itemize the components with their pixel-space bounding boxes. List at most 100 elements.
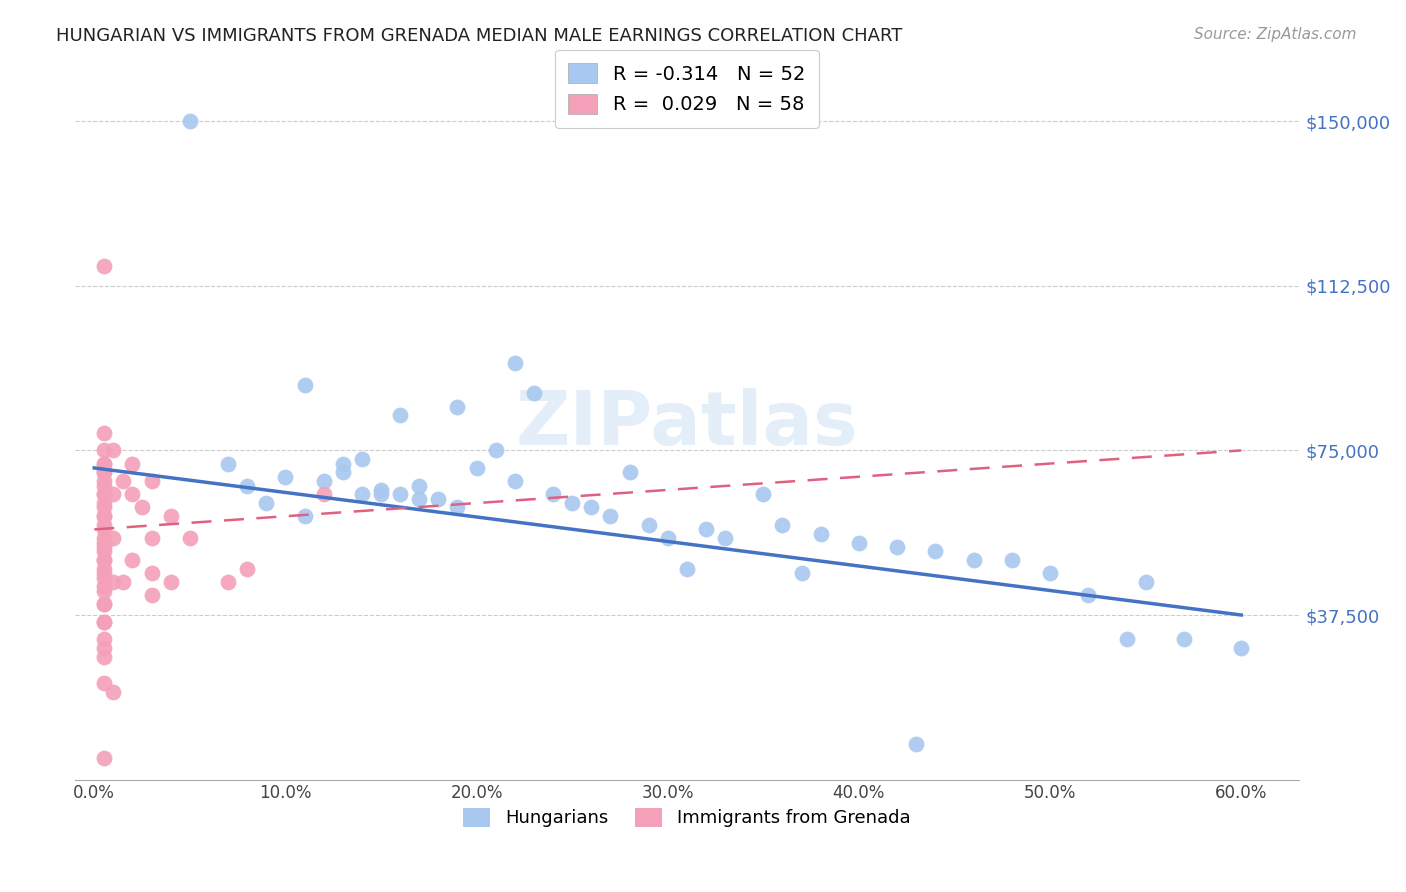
Point xyxy=(1115,632,1137,647)
Point xyxy=(93,466,115,480)
Point xyxy=(312,487,335,501)
Point xyxy=(93,597,115,611)
Point xyxy=(93,562,115,576)
Point xyxy=(408,478,430,492)
Point xyxy=(523,386,546,401)
Point xyxy=(350,487,373,501)
Point xyxy=(141,474,163,488)
Point xyxy=(103,575,125,590)
Point xyxy=(389,487,412,501)
Point xyxy=(93,466,115,480)
Point xyxy=(770,518,793,533)
Point xyxy=(924,544,946,558)
Point xyxy=(141,566,163,581)
Point xyxy=(93,457,115,471)
Point xyxy=(427,491,450,506)
Text: ZIPatlas: ZIPatlas xyxy=(516,387,858,460)
Point xyxy=(294,377,316,392)
Point xyxy=(111,474,134,488)
Point xyxy=(179,531,201,545)
Point xyxy=(752,487,775,501)
Point xyxy=(93,535,115,549)
Point xyxy=(408,491,430,506)
Point xyxy=(254,496,277,510)
Point xyxy=(93,571,115,585)
Point xyxy=(541,487,564,501)
Point xyxy=(93,443,115,458)
Point xyxy=(93,509,115,524)
Point xyxy=(294,509,316,524)
Point xyxy=(93,750,115,764)
Point xyxy=(93,478,115,492)
Point xyxy=(503,474,526,488)
Point xyxy=(179,114,201,128)
Point xyxy=(905,738,928,752)
Point xyxy=(93,566,115,581)
Point xyxy=(637,518,659,533)
Point xyxy=(103,685,125,699)
Text: Source: ZipAtlas.com: Source: ZipAtlas.com xyxy=(1194,27,1357,42)
Point xyxy=(446,500,468,515)
Point xyxy=(93,553,115,567)
Point xyxy=(962,553,984,567)
Point xyxy=(93,523,115,537)
Point xyxy=(159,509,181,524)
Point xyxy=(93,496,115,510)
Point xyxy=(370,483,392,497)
Point xyxy=(93,487,115,501)
Point xyxy=(714,531,737,545)
Point xyxy=(503,356,526,370)
Point xyxy=(1230,640,1253,655)
Point xyxy=(93,509,115,524)
Point xyxy=(93,474,115,488)
Point xyxy=(695,523,717,537)
Point xyxy=(332,466,354,480)
Point xyxy=(446,400,468,414)
Point xyxy=(103,531,125,545)
Point xyxy=(581,500,603,515)
Point xyxy=(93,457,115,471)
Point xyxy=(886,540,908,554)
Point xyxy=(848,535,870,549)
Point xyxy=(350,452,373,467)
Point xyxy=(159,575,181,590)
Point xyxy=(217,457,239,471)
Point xyxy=(93,518,115,533)
Legend: Hungarians, Immigrants from Grenada: Hungarians, Immigrants from Grenada xyxy=(456,801,918,835)
Point xyxy=(312,474,335,488)
Point xyxy=(236,562,259,576)
Point xyxy=(676,562,699,576)
Point xyxy=(93,259,115,273)
Point xyxy=(111,575,134,590)
Point xyxy=(93,579,115,593)
Point xyxy=(1001,553,1024,567)
Point xyxy=(93,540,115,554)
Point xyxy=(790,566,813,581)
Point xyxy=(93,615,115,629)
Point xyxy=(93,597,115,611)
Point xyxy=(332,457,354,471)
Point xyxy=(103,487,125,501)
Point xyxy=(121,553,143,567)
Point xyxy=(93,553,115,567)
Point xyxy=(810,526,832,541)
Point xyxy=(141,588,163,602)
Point xyxy=(485,443,508,458)
Point xyxy=(1039,566,1062,581)
Point xyxy=(93,544,115,558)
Point xyxy=(465,461,488,475)
Point xyxy=(93,531,115,545)
Point xyxy=(103,443,125,458)
Point xyxy=(93,676,115,690)
Point xyxy=(1173,632,1195,647)
Point xyxy=(370,487,392,501)
Point xyxy=(93,487,115,501)
Point xyxy=(93,425,115,440)
Point xyxy=(389,409,412,423)
Point xyxy=(93,615,115,629)
Point xyxy=(93,583,115,598)
Point xyxy=(657,531,679,545)
Point xyxy=(131,500,153,515)
Point xyxy=(274,469,297,483)
Point xyxy=(93,632,115,647)
